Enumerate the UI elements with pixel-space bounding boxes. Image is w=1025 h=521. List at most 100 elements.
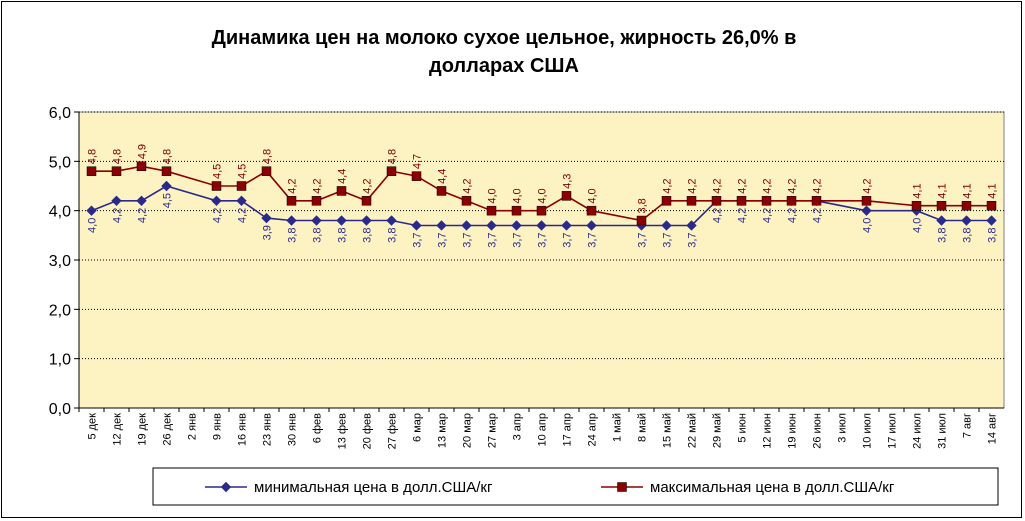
data-label-max: 3,8 bbox=[637, 198, 649, 213]
data-label-min: 3,7 bbox=[662, 232, 674, 247]
data-label-max: 4,2 bbox=[462, 179, 474, 194]
data-point-max bbox=[336, 186, 347, 196]
chart-title: Динамика цен на молоко сухое цельное, жи… bbox=[0, 24, 1008, 80]
data-label-min: 3,8 bbox=[937, 228, 949, 243]
x-tick-label: 10 апр bbox=[537, 413, 549, 446]
data-point-max bbox=[811, 196, 822, 206]
x-tick-label: 5 дек bbox=[87, 413, 99, 440]
data-label-max: 4,2 bbox=[762, 179, 774, 194]
data-label-min: 4,2 bbox=[237, 208, 249, 223]
x-tick-label: 2 янв bbox=[187, 413, 199, 440]
data-label-min: 3,7 bbox=[512, 232, 524, 247]
y-tick-label: 3,0 bbox=[49, 253, 71, 270]
data-label-max: 4,1 bbox=[962, 183, 974, 198]
data-point-max bbox=[761, 196, 772, 206]
y-tick-label: 6,0 bbox=[49, 105, 71, 122]
data-label-max: 4,1 bbox=[937, 183, 949, 198]
x-tick-label: 5 июн bbox=[737, 413, 749, 443]
data-label-min: 4,2 bbox=[762, 208, 774, 223]
x-tick-label: 1 май bbox=[612, 413, 624, 442]
x-tick-label: 15 май bbox=[662, 413, 674, 448]
data-label-min: 3,8 bbox=[962, 228, 974, 243]
data-point-max bbox=[661, 196, 672, 206]
data-point-min bbox=[411, 220, 422, 231]
data-label-min: 4,2 bbox=[812, 208, 824, 223]
x-tick-label: 12 дек bbox=[112, 413, 124, 446]
data-point-max bbox=[511, 205, 522, 216]
data-point-max bbox=[936, 200, 947, 211]
data-point-min bbox=[486, 220, 497, 231]
data-point-min bbox=[236, 195, 247, 207]
x-tick-label: 27 фев bbox=[387, 413, 399, 449]
data-point-min bbox=[561, 220, 572, 231]
data-point-min bbox=[436, 220, 447, 231]
data-label-min: 4,0 bbox=[862, 218, 874, 233]
data-point-max bbox=[711, 196, 722, 206]
data-point-max bbox=[411, 171, 422, 181]
legend-marker-max bbox=[617, 482, 627, 492]
data-point-max bbox=[461, 196, 472, 206]
data-point-max bbox=[261, 166, 272, 176]
x-tick-label: 24 июл bbox=[912, 413, 924, 449]
data-label-max: 4,4 bbox=[337, 169, 349, 184]
data-label-max: 4,2 bbox=[687, 179, 699, 194]
x-tick-label: 22 май bbox=[687, 413, 699, 448]
data-label-max: 4,7 bbox=[412, 154, 424, 169]
x-tick-label: 29 май bbox=[712, 413, 724, 448]
data-point-min bbox=[861, 205, 872, 216]
data-point-max bbox=[486, 205, 497, 216]
data-label-max: 4,4 bbox=[437, 169, 449, 184]
x-tick-label: 20 мар bbox=[462, 413, 474, 448]
x-tick-label: 10 июл bbox=[862, 413, 874, 449]
data-label-max: 4,1 bbox=[912, 183, 924, 198]
data-point-max bbox=[736, 196, 747, 206]
data-point-max bbox=[286, 196, 297, 206]
x-tick-label: 3 апр bbox=[512, 413, 524, 440]
data-point-min bbox=[986, 215, 997, 226]
data-label-min: 4,2 bbox=[112, 208, 124, 223]
x-tick-label: 3 июл bbox=[837, 413, 849, 443]
data-label-min: 3,8 bbox=[337, 228, 349, 243]
x-tick-label: 23 янв bbox=[262, 413, 274, 446]
x-axis-ticks: 5 дек 12 дек 19 дек 26 дек 2 янв 9 янв 16 янв 2… bbox=[78, 408, 999, 449]
data-label-min: 3,7 bbox=[587, 232, 599, 247]
data-point-max bbox=[561, 191, 572, 201]
data-point-max bbox=[911, 200, 922, 211]
data-point-min bbox=[311, 215, 322, 226]
x-tick-label: 17 июл bbox=[887, 413, 899, 449]
data-label-max: 4,1 bbox=[987, 183, 999, 198]
data-point-min bbox=[361, 215, 372, 226]
x-tick-label: 8 май bbox=[637, 413, 649, 442]
data-point-min bbox=[136, 195, 147, 207]
data-label-max: 4,2 bbox=[287, 179, 299, 194]
data-point-min bbox=[586, 220, 597, 231]
y-tick-label: 4,0 bbox=[49, 204, 71, 221]
data-point-min bbox=[536, 220, 547, 231]
legend-marker-min bbox=[220, 481, 232, 493]
data-label-min: 4,2 bbox=[712, 208, 724, 223]
data-label-max: 4,2 bbox=[812, 179, 824, 194]
x-tick-label: 24 апр bbox=[587, 413, 599, 446]
data-label-min: 3,8 bbox=[312, 228, 324, 243]
data-point-min bbox=[386, 215, 397, 226]
data-point-min bbox=[211, 195, 222, 207]
data-label-max: 4,9 bbox=[137, 144, 149, 159]
x-tick-label: 7 авг bbox=[962, 413, 974, 438]
y-axis-ticks: 0,0 1,0 2,0 3,0 4,0 5,0 6,0 bbox=[49, 105, 1004, 418]
legend-label-max: максимальная цена в долл.США/кг bbox=[650, 479, 895, 496]
data-point-min bbox=[111, 195, 122, 207]
data-point-max bbox=[861, 196, 872, 206]
data-label-max: 4,0 bbox=[487, 188, 499, 203]
x-tick-label: 17 апр bbox=[562, 413, 574, 446]
data-label-max: 4,2 bbox=[712, 179, 724, 194]
data-point-max bbox=[386, 166, 397, 176]
y-tick-label: 0,0 bbox=[49, 401, 71, 418]
data-point-min bbox=[661, 220, 672, 231]
data-label-max: 4,2 bbox=[312, 179, 324, 194]
data-point-min bbox=[511, 220, 522, 231]
data-point-min bbox=[461, 220, 472, 231]
x-tick-label: 20 фев bbox=[362, 413, 374, 449]
data-point-max bbox=[236, 181, 247, 191]
data-label-min: 3,7 bbox=[412, 232, 424, 247]
data-point-max bbox=[361, 196, 372, 206]
